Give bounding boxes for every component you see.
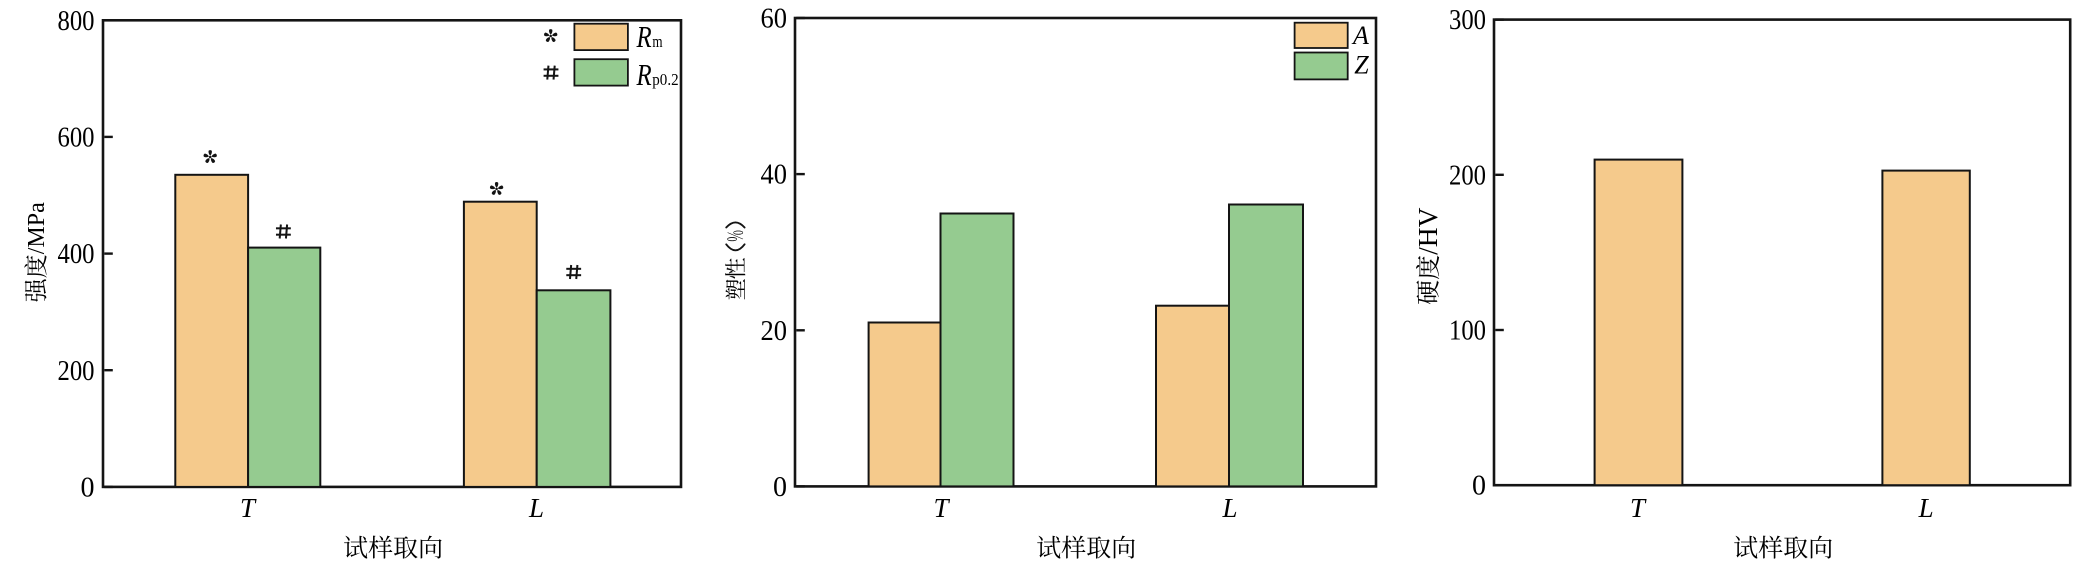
svg-text:T: T — [933, 493, 950, 523]
svg-text:R: R — [636, 59, 652, 93]
svg-text:600: 600 — [58, 122, 95, 153]
svg-text:0: 0 — [773, 472, 787, 503]
svg-text:Z: Z — [1354, 51, 1369, 80]
svg-text:L: L — [528, 493, 544, 523]
svg-text:/HV: /HV — [1412, 207, 1443, 255]
svg-text:20: 20 — [761, 316, 788, 347]
svg-text:m: m — [652, 32, 662, 51]
svg-text:40: 40 — [761, 160, 788, 191]
svg-text:R: R — [636, 21, 652, 55]
svg-text:300: 300 — [1449, 5, 1486, 36]
svg-text:A: A — [1351, 21, 1369, 50]
svg-text:60: 60 — [761, 4, 788, 35]
svg-text:L: L — [1918, 493, 1934, 523]
svg-text:T: T — [1630, 493, 1647, 523]
svg-text:200: 200 — [58, 356, 95, 387]
svg-text:800: 800 — [58, 6, 95, 37]
svg-text:0: 0 — [1472, 471, 1486, 502]
svg-text:400: 400 — [58, 239, 95, 270]
svg-text:/MPa: /MPa — [24, 202, 50, 254]
svg-text:200: 200 — [1449, 160, 1486, 191]
svg-text:p0.2: p0.2 — [652, 70, 678, 89]
svg-text:L: L — [1221, 493, 1237, 523]
svg-text:100: 100 — [1449, 316, 1486, 347]
svg-text:0: 0 — [81, 472, 95, 503]
svg-text:T: T — [240, 493, 257, 523]
